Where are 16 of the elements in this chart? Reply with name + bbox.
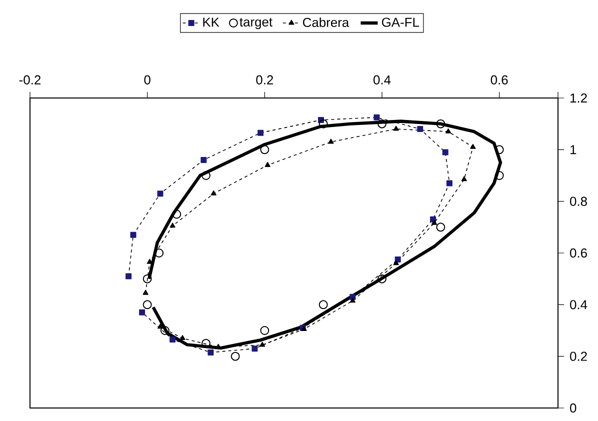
y-tick-label: 0.8 (570, 196, 587, 206)
legend-label: Cabrera (302, 18, 350, 28)
y-tick-label: 0.6 (570, 248, 587, 258)
y-tick-label: 0.4 (570, 300, 588, 310)
x-tick-label: 0.6 (490, 75, 508, 84)
y-tick-label: 1 (570, 145, 576, 154)
x-tick-label: -0.2 (19, 75, 40, 84)
legend-label: target (240, 18, 272, 30)
x-tick-label: 0.4 (373, 75, 391, 84)
x-tick-label: 0.2 (256, 75, 274, 84)
legend-label: GA-FL (382, 18, 420, 27)
x-tick-label: 0 (144, 75, 150, 84)
y-tick-label: 1.2 (570, 93, 587, 103)
legend-label: KK (203, 18, 220, 27)
y-tick-label: 0.2 (570, 352, 587, 361)
y-tick-label: 0 (570, 403, 576, 413)
